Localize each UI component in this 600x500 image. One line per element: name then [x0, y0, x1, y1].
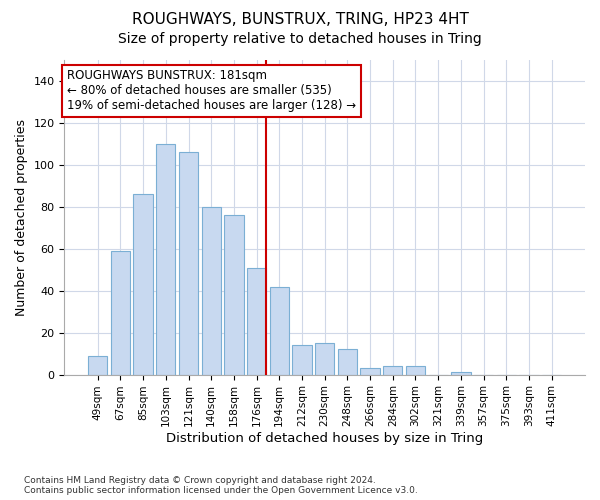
Bar [383, 366, 403, 374]
Text: ROUGHWAYS BUNSTRUX: 181sqm
← 80% of detached houses are smaller (535)
19% of sem: ROUGHWAYS BUNSTRUX: 181sqm ← 80% of deta… [67, 70, 356, 112]
Bar [202, 207, 221, 374]
Y-axis label: Number of detached properties: Number of detached properties [15, 119, 28, 316]
X-axis label: Distribution of detached houses by size in Tring: Distribution of detached houses by size … [166, 432, 484, 445]
Bar [315, 343, 334, 374]
Bar [406, 366, 425, 374]
Bar [247, 268, 266, 374]
Bar [292, 345, 311, 374]
Bar [88, 356, 107, 374]
Text: ROUGHWAYS, BUNSTRUX, TRING, HP23 4HT: ROUGHWAYS, BUNSTRUX, TRING, HP23 4HT [131, 12, 469, 28]
Text: Contains HM Land Registry data © Crown copyright and database right 2024.
Contai: Contains HM Land Registry data © Crown c… [24, 476, 418, 495]
Bar [269, 286, 289, 374]
Bar [179, 152, 198, 374]
Bar [451, 372, 470, 374]
Text: Size of property relative to detached houses in Tring: Size of property relative to detached ho… [118, 32, 482, 46]
Bar [224, 215, 244, 374]
Bar [111, 251, 130, 374]
Bar [156, 144, 175, 374]
Bar [361, 368, 380, 374]
Bar [133, 194, 153, 374]
Bar [338, 350, 357, 374]
